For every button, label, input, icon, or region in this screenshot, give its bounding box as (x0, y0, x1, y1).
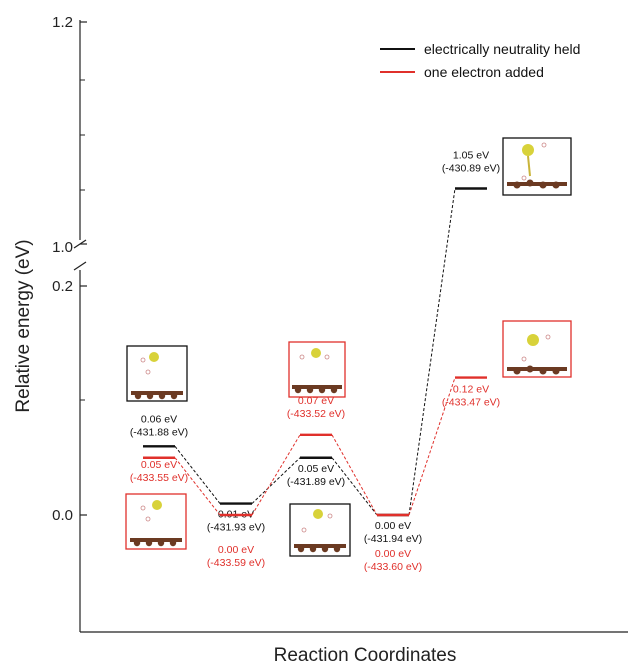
connector-line (331, 457, 378, 516)
plot-frame (73, 20, 628, 633)
data-label: 1.05 eV (453, 150, 489, 162)
data-label: 0.12 eV (453, 384, 489, 396)
structure-inset (502, 320, 572, 378)
connector-line (174, 445, 221, 504)
data-label: 0.00 eV (375, 520, 411, 532)
structure-inset (126, 345, 188, 402)
data-label: 0.07 eV (298, 395, 334, 407)
data-label: 0.00 eV (218, 544, 254, 556)
structure-inset (288, 341, 346, 398)
y-tick-label: 1.0 (52, 239, 73, 256)
legend: electrically neutrality held one electro… (380, 41, 580, 80)
y-ticks: 1.2 1.0 0.2 0.0 (52, 14, 87, 524)
x-axis-title: Reaction Coordinates (274, 645, 457, 666)
data-label: (-433.47 eV) (442, 397, 500, 409)
data-label: (-433.55 eV) (130, 472, 188, 484)
y-axis-title: Relative energy (eV) (13, 239, 34, 412)
y-tick-label: 0.2 (52, 278, 73, 295)
data-label: (-430.89 eV) (442, 163, 500, 175)
data-label: 0.05 eV (141, 459, 177, 471)
data-label: (-433.59 eV) (207, 557, 265, 569)
connector-line (408, 188, 456, 516)
structure-insets (125, 137, 572, 557)
data-label: 0.05 eV (298, 463, 334, 475)
legend-label-charged: one electron added (424, 64, 544, 80)
y-tick-label: 1.2 (52, 14, 73, 31)
connector-line (174, 457, 221, 516)
connector-line (331, 434, 378, 516)
structure-inset (125, 493, 187, 550)
data-label: (-431.88 eV) (130, 426, 188, 438)
legend-label-neutral: electrically neutrality held (424, 41, 580, 57)
connector-line (408, 377, 456, 516)
connector-line (251, 457, 301, 504)
connector-line (251, 434, 301, 516)
data-label: (-431.93 eV) (207, 522, 265, 534)
y-tick-label: 0.0 (52, 507, 73, 524)
data-label: (-431.94 eV) (364, 533, 422, 545)
energy-levels: 0.06 eV(-431.88 eV)0.01 eV(-431.93 eV)0.… (130, 150, 500, 574)
data-label: (-433.60 eV) (364, 561, 422, 573)
structure-inset (289, 503, 351, 557)
data-label: 0.00 eV (375, 548, 411, 560)
data-label: 0.06 eV (141, 413, 177, 425)
structure-inset (502, 137, 572, 196)
data-label: (-431.89 eV) (287, 476, 345, 488)
data-label: (-433.52 eV) (287, 408, 345, 420)
